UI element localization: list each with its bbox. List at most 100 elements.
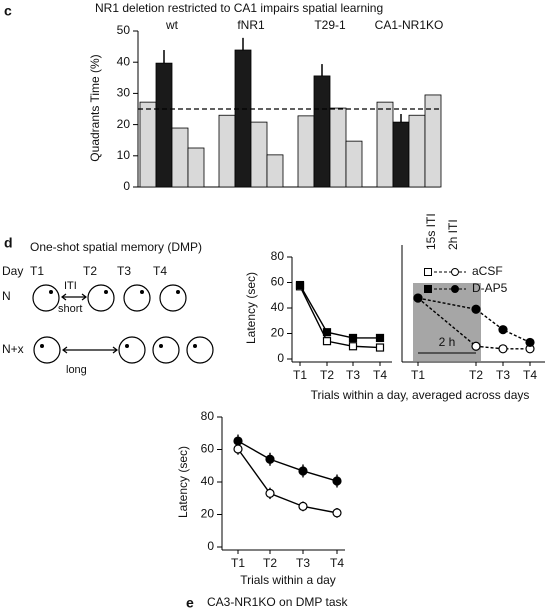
bar [139,101,157,188]
bar [218,114,236,188]
panel-label: c [4,3,12,19]
bar [171,127,189,188]
trial-label: T1 [30,264,44,278]
bar [266,154,284,188]
group-label: fNR1 [237,18,265,32]
marker [332,476,342,486]
y-tick-label: 80 [201,409,215,423]
annotation: 15s ITI [424,213,438,250]
group-label: wt [165,18,179,32]
y-axis-label: Quadrants Time (%) [88,54,102,161]
trial-label: T4 [153,264,167,278]
y-tick-label: 0 [123,179,130,193]
y-tick-label: 80 [271,249,285,263]
x-tick-label: T3 [496,368,510,382]
chart-title: CA3-NR1KO on DMP task [207,595,348,609]
row-label: N [2,289,11,303]
bar [376,101,394,188]
panel-label: d [4,235,13,251]
x-axis-label: Trials within a day [240,573,336,587]
marker [348,333,358,343]
marker [471,304,481,314]
bar [345,140,363,188]
marker [295,280,305,290]
y-tick-label: 20 [271,326,285,340]
y-tick-label: 60 [271,275,285,289]
bar [392,121,410,188]
marker [265,454,275,464]
panel-label: e [186,595,194,611]
marker [233,444,243,454]
x-tick-label: T3 [296,556,310,570]
interval-label: long [66,364,87,376]
bar [408,114,426,188]
group-label: CA1-NR1KO [375,18,444,32]
diagram: d One-shot spatial memory (DMP) Day T1 T… [2,235,214,376]
series-line [417,297,530,350]
y-tick-label: 0 [207,539,214,553]
bar [329,107,347,188]
y-tick-label: 40 [117,54,131,68]
legend-marker [424,285,432,293]
marker [498,344,508,354]
annotation: 2h ITI [446,219,460,250]
marker [413,293,423,303]
y-tick-label: 0 [277,351,284,365]
x-tick-label: T4 [373,368,387,382]
series-line [417,297,531,344]
marker [471,341,481,351]
annotation: 2 h [439,335,456,349]
marker [298,466,308,476]
maze-icons [32,284,214,364]
marker [375,333,385,343]
x-tick-label: T2 [320,368,334,382]
y-tick-label: 30 [117,86,131,100]
x-tick-label: T3 [346,368,360,382]
interval-note: short [58,303,82,315]
interval-label: ITI [64,280,77,292]
y-tick-label: 50 [117,23,131,37]
x-tick-label: T4 [523,368,537,382]
bar [424,94,442,188]
x-axis-label: Trials within a day, averaged across day… [311,388,530,402]
bar [155,62,173,188]
x-tick-label: T2 [469,368,483,382]
series-line [237,448,338,514]
x-tick-label: T4 [330,556,344,570]
marker [265,488,275,498]
bar [234,49,252,188]
bar [313,75,331,188]
y-axis-label: Latency (sec) [176,446,190,518]
marker [348,342,358,351]
y-tick-label: 10 [117,148,131,162]
series-line [299,284,380,339]
series-line [299,286,381,349]
y-tick-label: 20 [201,507,215,521]
trial-label: T3 [117,264,131,278]
legend-marker [451,285,459,293]
legend-marker [424,268,432,276]
marker [322,328,332,337]
platform-dots [40,290,197,348]
y-tick-label: 60 [201,442,215,456]
y-tick-label: 20 [117,117,131,131]
bar [297,115,315,188]
marker [298,501,308,511]
group-label: T29-1 [314,18,346,32]
series-line [237,440,338,482]
bar [250,121,268,188]
marker [322,337,332,346]
y-tick-label: 40 [271,300,285,314]
x-tick-label: T2 [263,556,277,570]
x-tick-label: T1 [411,368,425,382]
marker [375,343,385,352]
bar [187,147,205,188]
marker [332,508,342,518]
row-label: N+x [2,342,24,356]
y-axis-label: Latency (sec) [244,272,258,344]
marker [498,325,508,335]
diagram-title: One-shot spatial memory (DMP) [30,240,202,254]
trial-label: T2 [83,264,97,278]
